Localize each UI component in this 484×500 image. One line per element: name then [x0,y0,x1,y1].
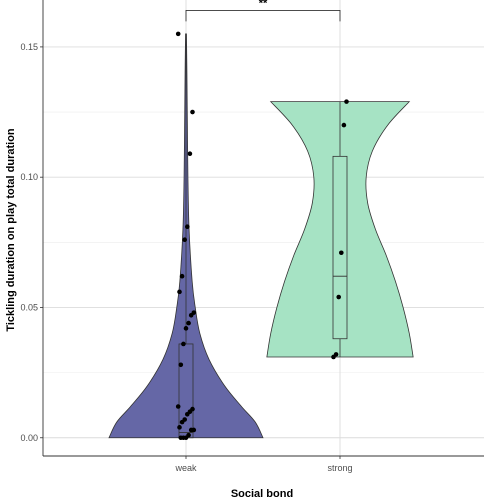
y-tick-label: 0.10 [20,172,38,182]
point-weak [190,109,195,115]
point-weak [186,320,191,326]
point-strong [331,354,336,360]
point-weak [179,419,185,425]
significance-line [185,9,341,22]
significance-label: ** [259,0,268,9]
point-weak [185,412,190,417]
point-weak [178,362,184,368]
point-strong [336,294,342,300]
point-strong [341,122,347,128]
x-tick-label: weak [174,463,197,473]
point-weak [188,312,194,318]
point-strong [339,250,344,256]
y-tick-label: 0.15 [20,42,38,52]
data-points [175,31,349,441]
y-axis-title: Tickling duration on play total duration [5,128,17,332]
point-weak [187,151,193,157]
violins [108,33,414,439]
x-axis-title: Social bond [231,488,293,500]
point-weak [175,31,181,37]
y-tick-label: 0.00 [20,433,38,443]
violin-strong [266,101,414,358]
point-weak [179,273,185,279]
point-weak [188,427,194,433]
axes: 0.00 0.05 0.10 0.15 weak strong [20,0,484,473]
point-strong [344,99,349,104]
point-weak [181,341,186,347]
point-weak [175,404,181,409]
y-tick-label: 0.05 [20,302,38,312]
point-weak [183,326,189,331]
x-tick-label: strong [327,463,352,473]
significance-bracket: ** [185,0,341,22]
point-weak [177,425,182,430]
point-weak [182,237,187,243]
point-weak [177,289,182,295]
grid [43,0,484,456]
point-weak [185,224,190,229]
point-weak [178,435,184,441]
